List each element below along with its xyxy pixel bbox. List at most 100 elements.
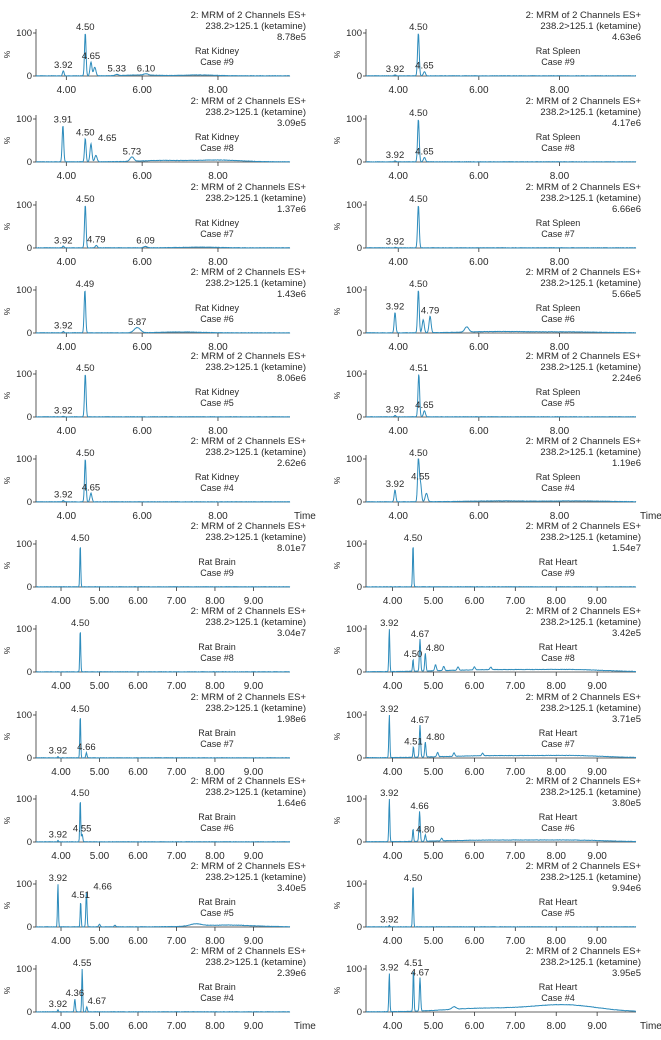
- panel-case-label: Case #4: [200, 993, 234, 1003]
- panel-intensity: 1.98e6: [277, 714, 306, 725]
- panel-transition: 238.2>125.1 (ketamine): [205, 787, 306, 798]
- peak-label: 3.92: [54, 321, 73, 332]
- chromatogram-trace: [365, 290, 637, 334]
- panel-case-label: Case #7: [200, 229, 234, 239]
- panel-sample-name: Rat Brain: [198, 557, 236, 567]
- y-tick-label: 0: [357, 157, 362, 168]
- chromatogram-panel: 100 0% 4.00 5.00 6.00 7.00 8.00 9.00 2: MRM of 2…: [332, 692, 641, 778]
- panel-transition: 238.2>125.1 (ketamine): [540, 957, 641, 968]
- chromatogram-panel: 100 0% 4.00 6.00 8.00 2: MRM of 2 Channels ES…: [2, 10, 306, 96]
- x-tick-label: 4.00: [51, 1021, 71, 1032]
- peak-label: 3.92: [386, 237, 405, 248]
- peak-label: 3.92: [54, 490, 73, 501]
- y-tick-label: 100: [346, 114, 362, 125]
- panel-intensity: 5.66e5: [612, 289, 641, 300]
- peak-label: 6.09: [136, 236, 155, 247]
- chromatogram-trace: [365, 887, 637, 928]
- panel-transition: 238.2>125.1 (ketamine): [205, 617, 306, 628]
- panel-transition: 238.2>125.1 (ketamine): [540, 193, 641, 204]
- y-tick-label: 0: [27, 412, 32, 423]
- panel-sample-name: Rat Heart: [539, 982, 578, 992]
- y-axis-label: %: [332, 901, 342, 909]
- x-tick-label: 5.00: [90, 681, 110, 692]
- x-tick-label: 4.00: [383, 851, 403, 862]
- panel-transition: 238.2>125.1 (ketamine): [205, 278, 306, 289]
- chromatogram-trace: [365, 971, 637, 1013]
- peak-label: 4.50: [71, 788, 90, 799]
- peak-label: 3.92: [49, 873, 68, 884]
- y-axis-label: %: [2, 986, 12, 994]
- y-tick-label: 0: [357, 837, 362, 848]
- x-tick-label: 8.00: [205, 1021, 225, 1032]
- peak-label: 4.50: [76, 22, 95, 33]
- peak-label: 4.50: [409, 22, 428, 33]
- peak-label: 4.55: [73, 823, 92, 834]
- x-tick-label: 8.00: [550, 171, 570, 182]
- x-tick-label: 4.00: [57, 85, 77, 96]
- x-tick-label: 8.00: [205, 681, 225, 692]
- y-tick-label: 0: [27, 328, 32, 339]
- panel-transition: 238.2>125.1 (ketamine): [205, 532, 306, 543]
- peak-label: 3.92: [386, 301, 405, 312]
- chromatogram-panel: 100 0% 4.00 5.00 6.00 7.00 8.00 9.00 2: MRM of 2…: [332, 776, 641, 862]
- x-tick-label: 4.00: [383, 596, 403, 607]
- peak-label: 4.50: [409, 279, 428, 290]
- y-tick-label: 0: [27, 1007, 32, 1018]
- peak-label: 4.51: [71, 890, 90, 901]
- peak-label: 4.67: [88, 996, 107, 1007]
- chromatogram-trace: [35, 459, 291, 503]
- x-tick-label: 6.00: [469, 511, 489, 522]
- chromatogram-trace: [365, 714, 637, 759]
- peak-label: 4.50: [76, 194, 95, 205]
- x-tick-label: 5.00: [424, 681, 444, 692]
- y-tick-label: 100: [16, 369, 32, 380]
- y-tick-label: 0: [27, 582, 32, 593]
- y-tick-label: 100: [346, 710, 362, 721]
- x-tick-label: 7.00: [167, 1021, 187, 1032]
- x-tick-label: 8.00: [546, 936, 566, 947]
- y-axis-label: %: [332, 732, 342, 740]
- chromatogram-trace: [365, 799, 637, 843]
- y-tick-label: 100: [16, 454, 32, 465]
- chromatogram-trace: [365, 119, 637, 163]
- panel-channel-title: 2: MRM of 2 Channels ES+: [526, 776, 642, 787]
- panel-sample-name: Rat Kidney: [195, 303, 240, 313]
- chromatogram-trace: [35, 884, 291, 928]
- x-tick-label: 6.00: [128, 596, 148, 607]
- x-tick-label: 5.00: [424, 851, 444, 862]
- x-tick-label: 7.00: [167, 767, 187, 778]
- peak-label: 3.92: [380, 704, 399, 715]
- x-tick-label: 5.00: [90, 1021, 110, 1032]
- x-tick-label: 8.00: [550, 257, 570, 268]
- panel-sample-name: Rat Spleen: [536, 303, 581, 313]
- panel-case-label: Case #4: [541, 483, 575, 493]
- y-tick-label: 0: [357, 328, 362, 339]
- panel-sample-name: Rat Brain: [198, 642, 236, 652]
- y-tick-label: 100: [346, 624, 362, 635]
- peak-label: 3.92: [386, 64, 405, 75]
- y-tick-label: 100: [16, 285, 32, 296]
- y-tick-label: 0: [357, 922, 362, 933]
- panel-case-label: Case #5: [541, 908, 575, 918]
- peak-label: 3.92: [386, 405, 405, 416]
- panel-channel-title: 2: MRM of 2 Channels ES+: [526, 436, 642, 447]
- y-axis-label: %: [2, 307, 12, 315]
- y-axis-label: %: [332, 391, 342, 399]
- chromatogram-trace: [35, 632, 291, 673]
- x-tick-label: 9.00: [244, 681, 264, 692]
- y-tick-label: 100: [346, 28, 362, 39]
- peak-label: 3.92: [49, 746, 68, 757]
- y-tick-label: 100: [346, 454, 362, 465]
- x-tick-label: 7.00: [506, 936, 526, 947]
- peak-label: 4.50: [76, 448, 95, 459]
- x-axis-label: Time: [640, 511, 661, 522]
- panel-case-label: Case #8: [200, 143, 234, 153]
- x-tick-label: 6.00: [465, 767, 485, 778]
- panel-intensity: 2.62e6: [277, 458, 306, 469]
- y-tick-label: 0: [27, 753, 32, 764]
- y-axis-label: %: [2, 561, 12, 569]
- chromatogram-panel: 100 0% 4.00 5.00 6.00 7.00 8.00 9.00 2: MRM of 2…: [2, 692, 306, 778]
- peak-label: 4.51: [404, 958, 423, 969]
- peak-label: 4.65: [98, 133, 117, 144]
